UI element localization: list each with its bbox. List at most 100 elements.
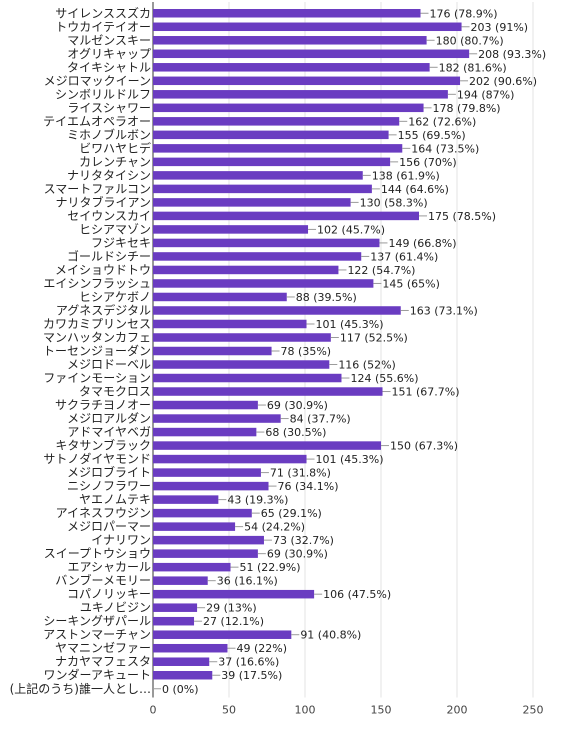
bar: [153, 468, 261, 477]
bar: [153, 508, 252, 518]
bar: [153, 360, 330, 369]
category-label: (上記のうち)誰一人とし…: [10, 681, 151, 696]
bar: [153, 333, 331, 342]
category-label: メジロブライト: [67, 465, 151, 480]
data-label: 182 (81.6%): [439, 61, 507, 74]
category-label: ナリタタイシン: [67, 168, 151, 182]
data-label: 122 (54.7%): [347, 264, 415, 277]
bar: [153, 211, 419, 221]
category-labels: サイレンススズカトウカイテイオーマルゼンスキーオグリキャップタイキシャトルメジロ…: [10, 5, 151, 696]
bar: [153, 414, 281, 423]
category-label: メジロアルダン: [67, 411, 151, 426]
category-label: ワンダーアキュート: [43, 667, 151, 682]
category-label: ヤエノムテキ: [79, 493, 151, 507]
bar: [153, 603, 198, 612]
data-label: 106 (47.5%): [323, 588, 391, 601]
category-label: ユキノビジン: [80, 601, 151, 615]
bar: [153, 198, 351, 207]
bar: [153, 373, 342, 383]
bar: [153, 292, 287, 302]
category-label: ファインモーション: [43, 371, 151, 385]
category-label: ニシノフラワー: [67, 479, 151, 493]
category-label: アグネスデジタル: [56, 302, 151, 317]
bar: [153, 49, 470, 59]
data-label: 175 (78.5%): [428, 210, 496, 223]
data-label: 163 (73.1%): [410, 304, 478, 317]
data-label: 116 (52%): [338, 359, 396, 372]
data-label: 145 (65%): [382, 277, 440, 290]
bar: [153, 616, 195, 626]
data-label: 65 (29.1%): [261, 507, 322, 520]
bar: [153, 346, 272, 356]
category-label: アドマイヤベガ: [67, 425, 151, 439]
value-labels: 176 (78.9%)203 (91%)180 (80.7%)208 (93.3…: [153, 7, 546, 696]
data-label: 130 (58.3%): [360, 196, 428, 209]
category-label: サトノダイヤモンド: [43, 451, 151, 466]
bar: [153, 279, 374, 288]
data-label: 49 (22%): [236, 642, 287, 655]
data-label: 37 (16.6%): [218, 656, 279, 669]
category-label: オグリキャップ: [67, 47, 151, 61]
data-label: 78 (35%): [281, 345, 332, 358]
data-label: 54 (24.2%): [244, 521, 305, 534]
data-label: 39 (17.5%): [221, 669, 282, 682]
category-label: イナリワン: [91, 533, 151, 547]
data-label: 117 (52.5%): [340, 331, 408, 344]
bar: [153, 657, 210, 666]
x-tick-label: 150: [371, 704, 392, 717]
data-label: 124 (55.6%): [350, 372, 418, 385]
x-tick-label: 250: [523, 704, 544, 717]
category-label: スイープトウショウ: [44, 547, 151, 561]
category-label: サクラチヨノオー: [55, 398, 151, 412]
category-label: エアシャカール: [67, 560, 151, 574]
bar: [153, 522, 236, 531]
bar: [153, 630, 292, 639]
data-label: 138 (61.9%): [372, 169, 440, 182]
bar: [153, 549, 258, 558]
bar: [153, 387, 383, 396]
category-label: ナカヤマフェスタ: [55, 655, 151, 669]
data-label: 203 (91%): [471, 21, 529, 34]
category-label: メジロドーベル: [67, 358, 151, 372]
bar: [153, 252, 362, 261]
category-label: エイシンフラッシュ: [43, 276, 151, 290]
category-label: ヒシアマゾン: [79, 222, 151, 236]
bar: [153, 117, 400, 126]
category-label: スマートファルコン: [44, 182, 151, 196]
bar: [153, 562, 231, 572]
category-label: シーキングザパール: [43, 614, 151, 628]
category-label: フジキセキ: [91, 236, 151, 250]
data-label: 88 (39.5%): [296, 291, 357, 304]
data-label: 76 (34.1%): [278, 480, 339, 493]
data-label: 194 (87%): [457, 88, 515, 101]
bar: [153, 265, 339, 275]
data-label: 69 (30.9%): [267, 548, 328, 561]
bar: [153, 427, 257, 437]
data-label: 43 (19.3%): [227, 494, 288, 507]
data-label: 68 (30.5%): [265, 426, 326, 439]
bars: [153, 9, 470, 680]
data-label: 162 (72.6%): [408, 115, 476, 128]
bar: [153, 76, 461, 86]
data-label: 101 (45.3%): [316, 453, 384, 466]
bar: [153, 319, 307, 329]
data-label: 71 (31.8%): [270, 467, 331, 480]
x-axis: 0 50 100 150 200 250: [150, 704, 544, 717]
x-tick-label: 50: [222, 704, 236, 717]
data-label: 73 (32.7%): [273, 534, 334, 547]
bar: [153, 495, 219, 504]
category-label: カワカミプリンセス: [43, 317, 151, 331]
data-label: 137 (61.4%): [370, 250, 438, 263]
category-label: シンボリルドルフ: [55, 87, 151, 101]
category-label: ミホノブルボン: [67, 127, 151, 142]
category-label: ヤマニンゼファー: [55, 641, 151, 655]
data-label: 29 (13%): [206, 602, 257, 615]
data-label: 176 (78.9%): [430, 7, 498, 20]
data-label: 155 (69.5%): [398, 129, 466, 142]
category-label: ライスシャワー: [67, 101, 151, 115]
data-label: 101 (45.3%): [316, 318, 384, 331]
category-label: サイレンススズカ: [55, 5, 151, 20]
data-label: 69 (30.9%): [267, 399, 328, 412]
category-label: アイネスフウジン: [56, 506, 151, 520]
category-label: カレンチャン: [79, 155, 151, 169]
